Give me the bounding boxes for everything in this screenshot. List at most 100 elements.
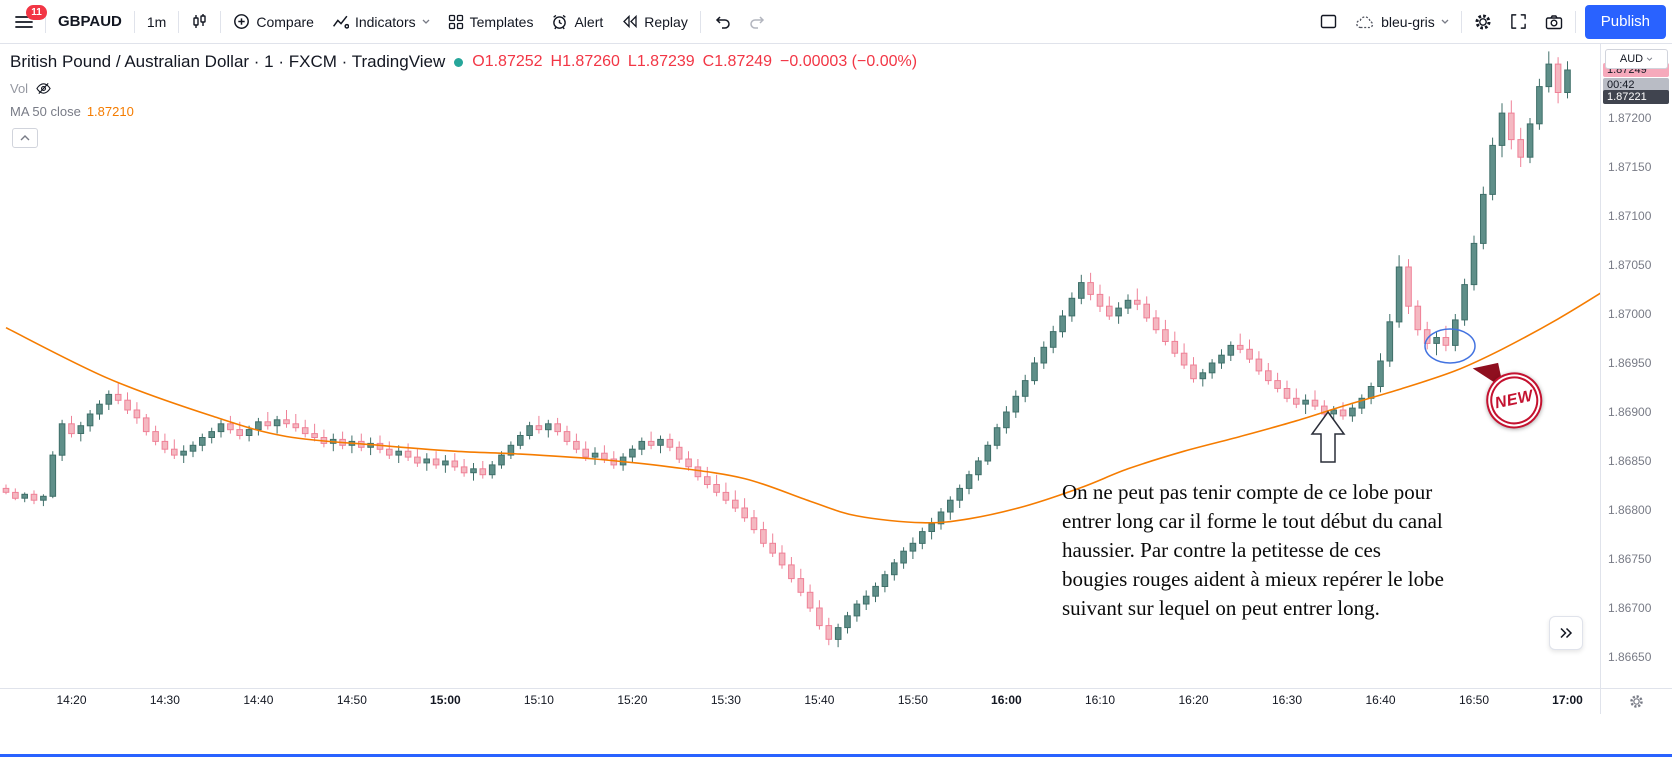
- indicators-button[interactable]: Indicators: [323, 5, 439, 39]
- redo-icon: [749, 14, 767, 30]
- time-axis-label: 16:20: [1178, 693, 1209, 707]
- chart-style-button[interactable]: [182, 5, 217, 39]
- publish-button[interactable]: Publish: [1584, 4, 1666, 39]
- symbol-search-button[interactable]: GBPAUD: [49, 5, 131, 39]
- ohlc-token: H1.87260: [550, 53, 620, 70]
- annotation-line: haussier. Par contre la petitesse de ces: [1062, 538, 1381, 562]
- undo-button[interactable]: [704, 5, 740, 39]
- time-axis-label: 16:40: [1365, 693, 1396, 707]
- show-panel-button[interactable]: [1549, 616, 1583, 650]
- compare-label: Compare: [256, 13, 314, 30]
- volume-label: Vol: [10, 81, 29, 96]
- price-axis-label: 1.86900: [1608, 405, 1652, 419]
- replay-button[interactable]: Replay: [612, 5, 697, 39]
- notification-badge: 11: [26, 4, 47, 20]
- compare-button[interactable]: Compare: [224, 5, 323, 39]
- bar-countdown-tag: 00:42: [1603, 78, 1669, 92]
- separator: [699, 10, 701, 33]
- axis-settings-corner[interactable]: [1600, 689, 1672, 714]
- double-chevron-right-icon: [1560, 627, 1573, 639]
- price-axis-label: 1.86750: [1608, 552, 1652, 566]
- time-axis-label: 14:20: [56, 693, 87, 707]
- compare-plus-icon: [233, 13, 250, 30]
- templates-grid-icon: [448, 14, 464, 30]
- camera-icon: [1545, 14, 1563, 30]
- candlestick-chart[interactable]: British Pound / Australian Dollar · 1 · …: [0, 44, 1600, 688]
- price-axis-label: 1.86700: [1608, 601, 1652, 615]
- price-axis-label: 1.87050: [1608, 258, 1652, 272]
- layout-name-label: bleu-gris: [1381, 13, 1435, 30]
- layout-panel-button[interactable]: [1311, 5, 1346, 39]
- time-axis-label: 16:00: [991, 693, 1022, 707]
- separator: [45, 10, 46, 33]
- indicators-icon: [332, 13, 349, 30]
- volume-indicator-row: Vol: [10, 81, 52, 96]
- fullscreen-button[interactable]: [1501, 5, 1536, 39]
- time-axis-label: 15:40: [804, 693, 835, 707]
- separator: [220, 10, 222, 33]
- price-axis-label: 1.86950: [1608, 356, 1652, 370]
- annotation-line: bougies rouges aident à mieux repérer le…: [1062, 567, 1444, 591]
- price-axis[interactable]: AUD 1.87249 00:42 1.87221 1.87200 1.87150…: [1600, 44, 1672, 688]
- chevron-down-icon: [422, 19, 430, 24]
- replay-label: Replay: [644, 13, 688, 30]
- templates-button[interactable]: Templates: [439, 5, 543, 39]
- ohlc-values: O1.87252 H1.87260 L1.87239 C1.87249 −0.00003…: [472, 53, 917, 71]
- redo-button[interactable]: [740, 5, 776, 39]
- time-axis[interactable]: 14:20 14:30 14:40 14:50 15:00 15:10 15:20 15:30…: [0, 688, 1672, 714]
- annotation-line: entrer long car il forme le tout début d…: [1062, 509, 1443, 533]
- time-axis-label: 16:50: [1458, 693, 1490, 707]
- chevron-down-icon: [1646, 57, 1653, 61]
- eye-off-icon[interactable]: [35, 81, 52, 96]
- separator: [1460, 10, 1462, 33]
- chart-legend[interactable]: British Pound / Australian Dollar · 1 · …: [10, 52, 917, 72]
- interval-button[interactable]: 1m: [138, 5, 175, 39]
- snapshot-button[interactable]: [1536, 5, 1572, 39]
- bottom-strip: [0, 714, 1672, 757]
- ma-indicator-row[interactable]: MA 50 close 1.87210: [10, 104, 134, 119]
- replay-rewind-icon: [621, 14, 638, 29]
- bottom-accent-bar: [0, 754, 1672, 757]
- ohlc-token: C1.87249: [702, 53, 773, 70]
- main-menu-button[interactable]: 11: [6, 4, 47, 39]
- candlestick-style-icon: [191, 13, 208, 30]
- time-axis-label: 15:10: [523, 693, 554, 707]
- price-axis-label: 1.87200: [1608, 111, 1652, 125]
- templates-label: Templates: [469, 13, 534, 30]
- alarm-clock-icon: [551, 13, 568, 30]
- time-labels: 14:20 14:30 14:40 14:50 15:00 15:10 15:20 15:30…: [0, 689, 1600, 714]
- separator: [133, 10, 135, 33]
- chevron-down-icon: [1441, 19, 1449, 24]
- interval-label: 1m: [146, 13, 167, 30]
- alert-label: Alert: [574, 13, 604, 30]
- currency-toggle-button[interactable]: AUD: [1605, 49, 1668, 69]
- save-layout-button[interactable]: bleu-gris: [1346, 5, 1458, 39]
- settings-button[interactable]: [1465, 5, 1501, 39]
- collapse-indicators-button[interactable]: [12, 128, 38, 148]
- connection-status-dot: [454, 57, 464, 67]
- ohlc-token: L1.87239: [627, 53, 695, 70]
- price-axis-label: 1.87150: [1608, 160, 1652, 174]
- fullscreen-icon: [1510, 13, 1527, 30]
- time-axis-label: 16:30: [1271, 693, 1303, 707]
- text-annotation[interactable]: On ne peut pas tenir compte de ce lobe p…: [1062, 478, 1587, 623]
- stamp-text: NEW: [1493, 387, 1535, 413]
- ma-label: MA 50 close: [10, 104, 81, 119]
- chevron-up-icon: [20, 135, 30, 141]
- cloud-save-icon: [1355, 15, 1375, 29]
- symbol-title: British Pound / Australian Dollar · 1 · …: [10, 52, 446, 71]
- ohlc-token: −0.00003 (−0.00%): [780, 53, 918, 70]
- undo-icon: [713, 14, 731, 30]
- ma-price-tag: 1.87221: [1603, 90, 1669, 105]
- time-axis-label: 15:30: [710, 693, 741, 707]
- new-stamp: NEW: [1471, 353, 1562, 445]
- price-axis-label: 1.86850: [1608, 454, 1652, 468]
- alert-button[interactable]: Alert: [542, 5, 612, 39]
- price-axis-label: 1.87000: [1608, 307, 1652, 321]
- time-axis-label: 16:10: [1084, 693, 1116, 707]
- time-axis-label: 17:00: [1552, 693, 1583, 707]
- time-axis-label: 15:50: [897, 693, 928, 707]
- time-axis-label: 14:30: [149, 693, 180, 707]
- annotation-line: On ne peut pas tenir compte de ce lobe p…: [1062, 480, 1433, 504]
